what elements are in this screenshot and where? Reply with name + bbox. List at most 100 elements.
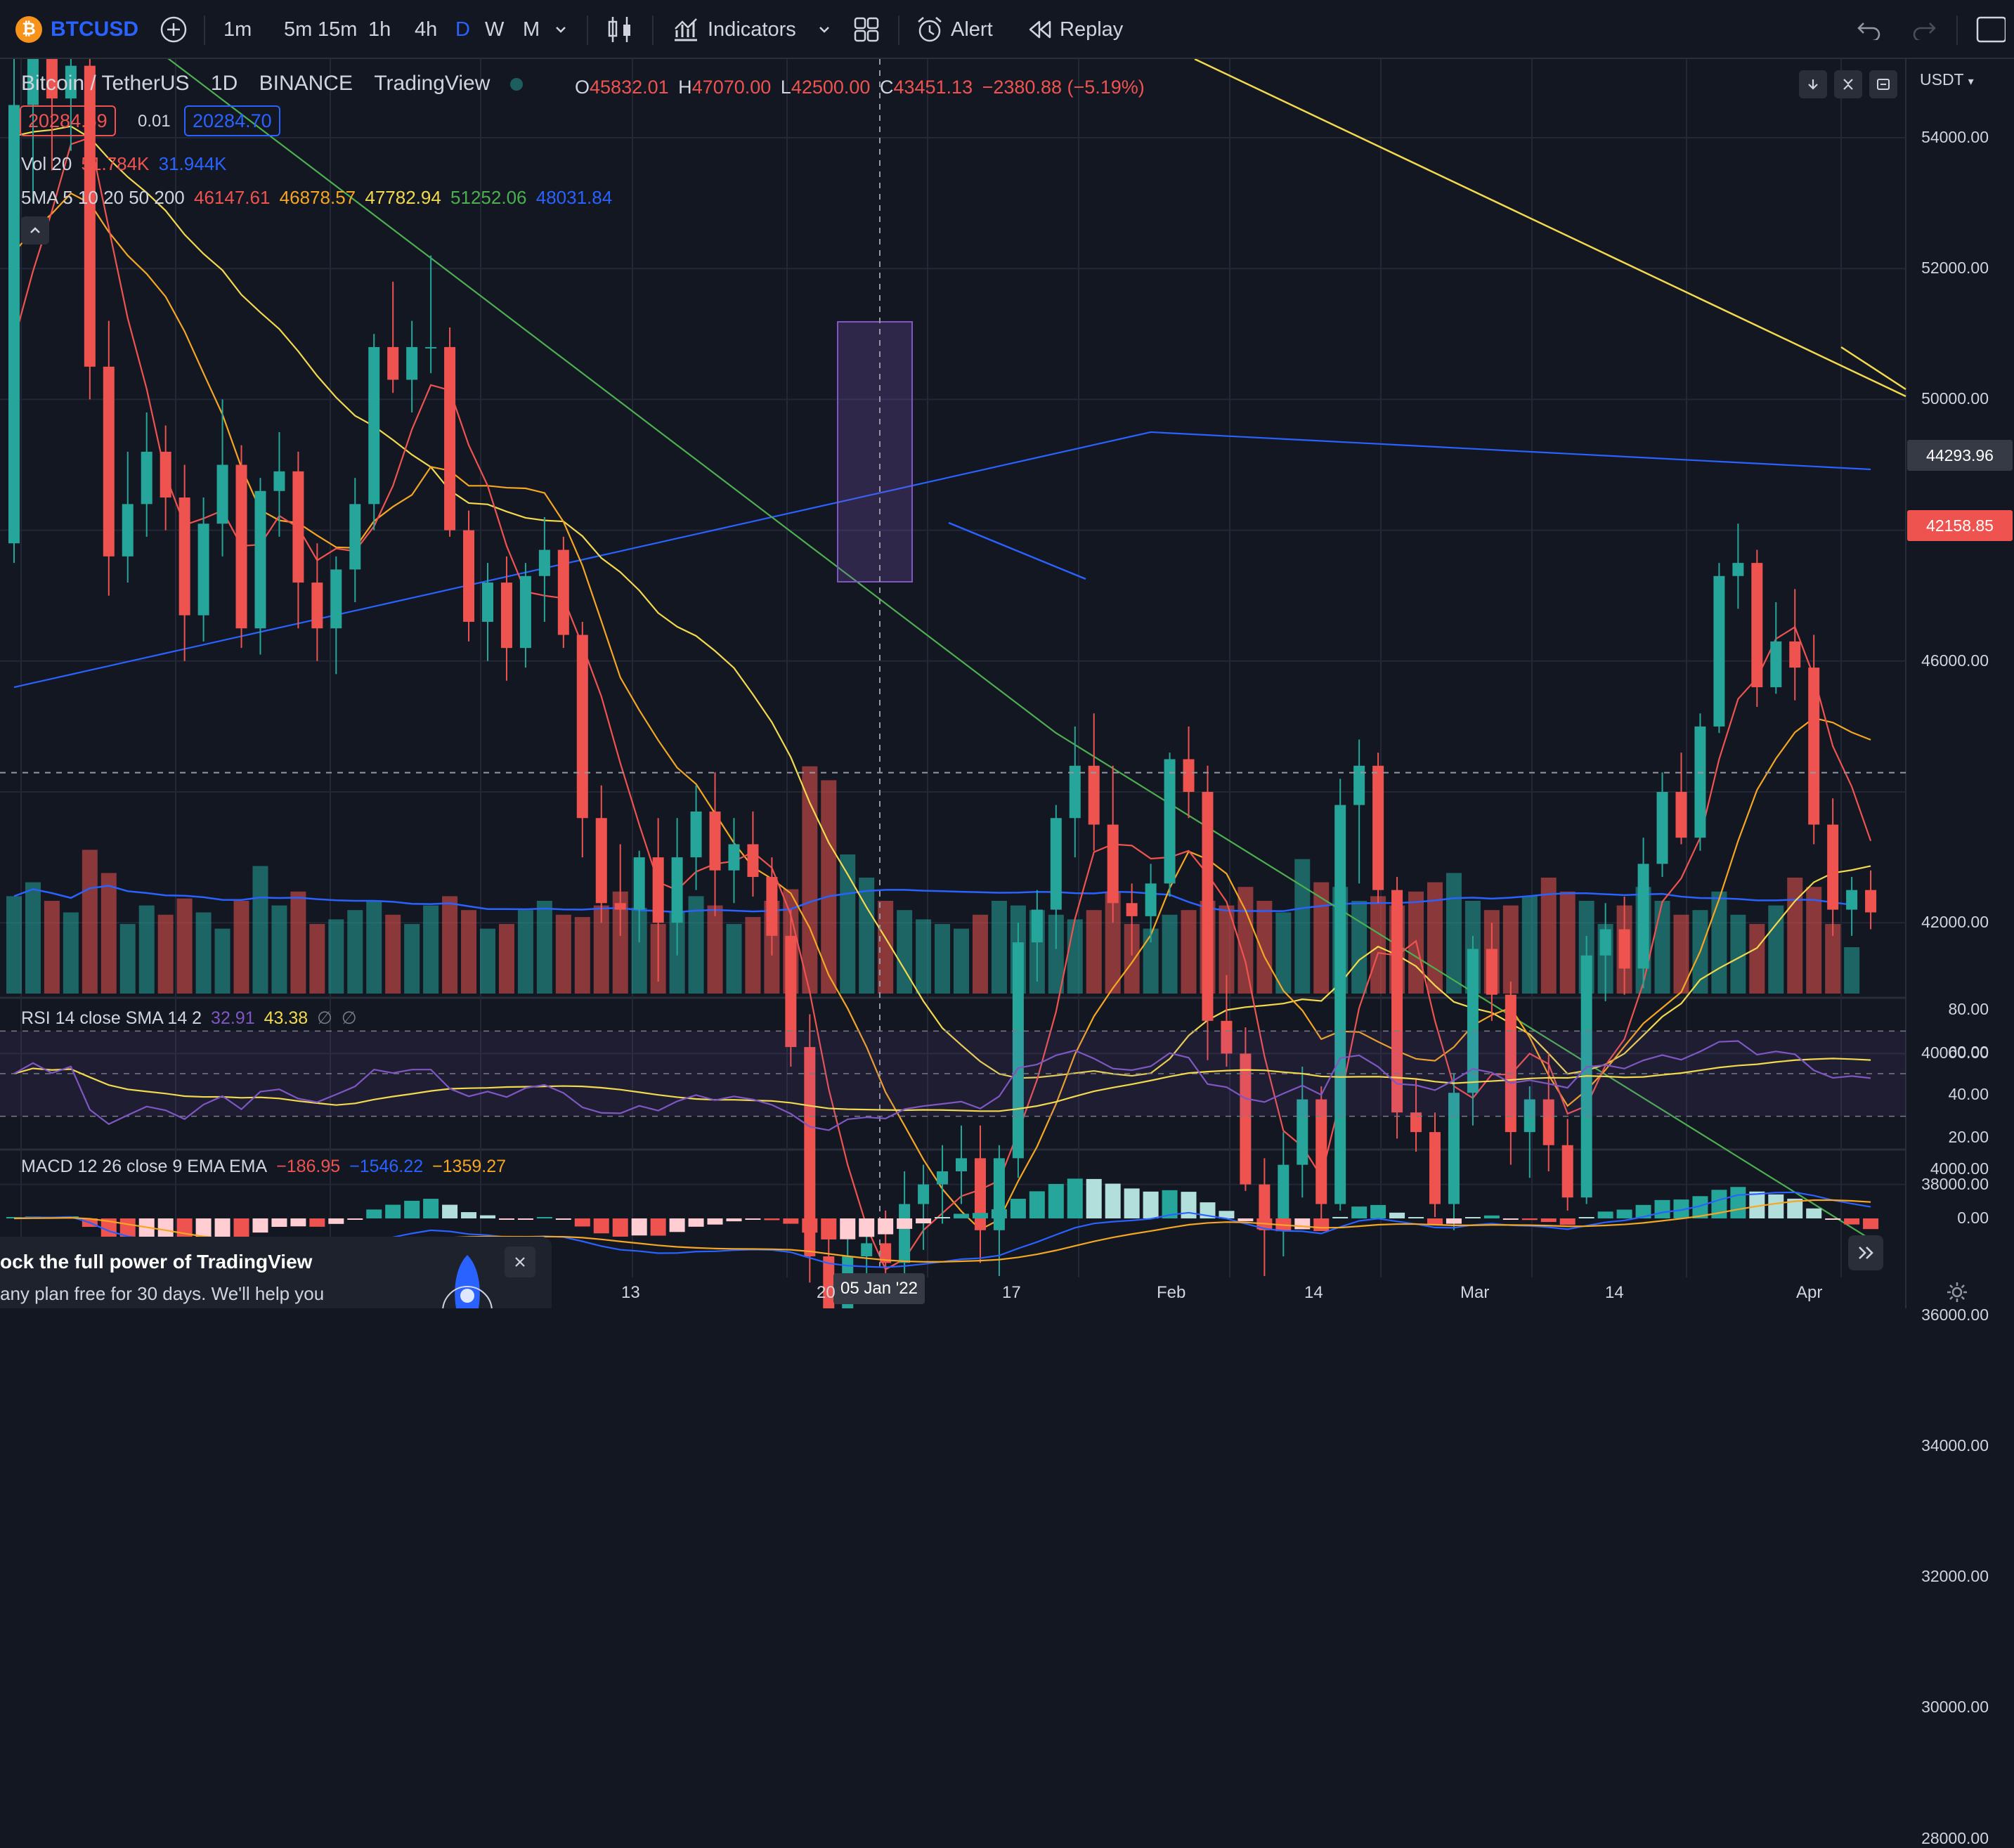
candle — [8, 59, 20, 564]
candle-body — [387, 346, 399, 380]
market-status-dot[interactable] — [509, 78, 523, 91]
timeframe-4h-button[interactable]: 4h — [415, 18, 438, 41]
volume-bar — [688, 896, 704, 994]
replay-button[interactable]: Replay — [1027, 0, 1123, 59]
candle — [595, 785, 607, 923]
upgrade-promo-banner[interactable]: ock the full power of TradingView any pl… — [0, 1237, 552, 1308]
candle — [1713, 563, 1725, 734]
macd-histogram-bar — [385, 1204, 401, 1218]
ohlc-change: −2380.88 (−5.19%) — [982, 77, 1145, 98]
candle-body — [993, 1158, 1005, 1230]
bitcoin-logo-icon: ₿ — [15, 16, 42, 43]
sma5-value: 46147.61 — [193, 187, 271, 208]
buy-price-button[interactable]: 20284.70 — [184, 105, 280, 136]
volume-bar — [233, 901, 249, 994]
timeframe-m-button[interactable]: M — [523, 18, 540, 41]
collapse-legend-button[interactable] — [21, 216, 49, 245]
compare-symbol-button[interactable] — [159, 0, 188, 59]
rsi-legend[interactable]: RSI 14 close SMA 14 2 32.91 43.38 ∅ ∅ — [21, 1008, 361, 1029]
ohlc-l-key: L — [780, 77, 791, 98]
rsi-axis-label: 40.00 — [1948, 1085, 1989, 1104]
candle-body — [1846, 890, 1858, 910]
chart-settings-button[interactable] — [1945, 1280, 1969, 1308]
candle-body — [406, 346, 418, 380]
sell-price-button[interactable]: 20284.69 — [20, 105, 116, 136]
candle — [1126, 883, 1138, 956]
timeframe-d-button[interactable]: D — [455, 18, 470, 41]
sma20-line[interactable] — [13, 125, 1871, 1079]
volume-bar — [1445, 873, 1462, 994]
candle — [671, 818, 683, 956]
macd-legend[interactable]: MACD 12 26 close 9 EMA EMA −186.95 −1546… — [21, 1157, 510, 1177]
candle — [1353, 739, 1365, 884]
sma50-line[interactable] — [14, 59, 1871, 1240]
timeframe-1h-button[interactable]: 1h — [368, 18, 391, 41]
volume-bar — [1351, 901, 1367, 994]
timeframe-w-button[interactable]: W — [485, 18, 505, 41]
trend-line-drawing[interactable] — [1840, 346, 1906, 391]
currency-selector[interactable]: USDT ▾ — [1920, 70, 1978, 89]
macd-histogram-bar — [650, 1218, 666, 1236]
candle-body — [141, 451, 152, 505]
alert-button[interactable]: Alert — [916, 0, 993, 59]
maximize-pane-button[interactable] — [1834, 70, 1862, 98]
candle — [1675, 753, 1687, 845]
candle — [956, 1125, 967, 1204]
sma200-line[interactable] — [13, 431, 1871, 689]
chart-type-button[interactable] — [606, 0, 634, 59]
scroll-to-realtime-button[interactable] — [1848, 1235, 1883, 1270]
macd-histogram-bar — [1559, 1218, 1576, 1225]
layouts-button[interactable] — [853, 0, 880, 59]
candle — [918, 1164, 930, 1250]
timeframe-5m-button[interactable]: 5m — [284, 18, 313, 41]
move-pane-down-button[interactable] — [1799, 70, 1827, 98]
indicators-button[interactable]: Indicators — [673, 0, 796, 59]
timeframe-15m-button[interactable]: 15m — [318, 18, 358, 41]
time-axis-label: Feb — [1157, 1283, 1186, 1302]
volume-bar — [157, 914, 174, 994]
promo-close-button[interactable] — [505, 1247, 535, 1277]
timeframe-dropdown-button[interactable] — [553, 0, 569, 59]
rsi-sma-line[interactable] — [13, 1058, 1871, 1112]
volume-bar — [82, 850, 98, 994]
volume-legend[interactable]: Vol 20 51.784K 31.944K — [21, 153, 231, 175]
symbol-legend[interactable]: Bitcoin / TetherUS 1D BINANCE TradingVie… — [21, 72, 527, 96]
candle — [216, 399, 228, 557]
candle-body — [1164, 759, 1176, 884]
redo-button[interactable] — [1911, 0, 1937, 59]
pane-settings-button[interactable] — [1869, 70, 1897, 98]
ma-legend[interactable]: 5MA 5 10 20 50 200 46147.61 46878.57 477… — [21, 187, 616, 209]
timeframe-1m-button[interactable]: 1m — [223, 18, 252, 41]
candle-body — [1486, 949, 1497, 995]
volume-ma-line — [13, 885, 1852, 913]
symbol-search-button[interactable]: ₿ BTCUSD — [15, 0, 138, 59]
indicators-dropdown-button[interactable] — [817, 0, 832, 59]
candle — [538, 516, 550, 622]
rsi-line[interactable] — [13, 1040, 1871, 1131]
candle — [1789, 589, 1801, 701]
highlight-rectangle-drawing[interactable] — [837, 321, 913, 583]
fullscreen-button[interactable] — [1975, 0, 2006, 59]
candle-body — [766, 877, 778, 936]
macd-histogram-bar — [1464, 1217, 1481, 1218]
macd-histogram-bar — [536, 1217, 552, 1218]
candle-body — [1751, 563, 1763, 688]
ohlc-o-key: O — [575, 77, 590, 98]
undo-button[interactable] — [1857, 0, 1882, 59]
time-axis-label: 14 — [1304, 1283, 1323, 1302]
volume-bar — [1559, 891, 1576, 994]
macd-histogram-bar — [1483, 1215, 1500, 1218]
ohlc-high: 47070.00 — [691, 77, 772, 98]
trend-line-drawing[interactable] — [948, 521, 1086, 580]
redo-icon — [1913, 22, 1936, 40]
chart-area[interactable]: Bitcoin / TetherUS 1D BINANCE TradingVie… — [0, 59, 2014, 1847]
volume-bar — [1219, 905, 1235, 994]
chart-canvas[interactable] — [0, 59, 2014, 1308]
trend-line-drawing[interactable] — [1194, 59, 1906, 398]
candle — [557, 536, 569, 649]
candle-body — [1069, 765, 1081, 819]
chevron-down-icon — [819, 27, 829, 33]
candle-body — [122, 504, 134, 557]
candle-body — [273, 471, 285, 491]
candle-body — [1599, 929, 1611, 956]
